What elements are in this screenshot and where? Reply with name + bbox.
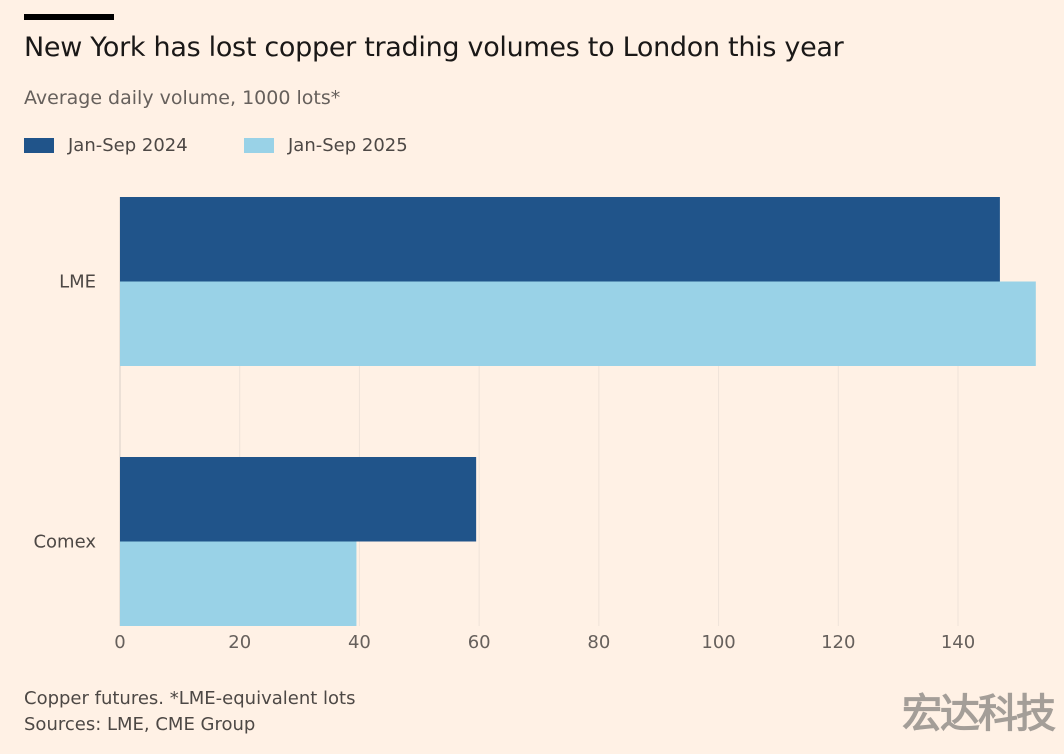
chart-source: Sources: LME, CME Group bbox=[24, 714, 256, 735]
bar-comex-2024 bbox=[120, 457, 477, 542]
bar-comex-2025 bbox=[120, 541, 357, 626]
brand-bar bbox=[24, 14, 114, 20]
legend-label: Jan-Sep 2025 bbox=[288, 135, 408, 156]
x-tick-label: 40 bbox=[348, 632, 371, 653]
bar-lme-2024 bbox=[120, 197, 1000, 282]
chart-title: New York has lost copper trading volumes… bbox=[24, 32, 844, 63]
chart-subtitle: Average daily volume, 1000 lots* bbox=[24, 87, 341, 109]
chart-note: Copper futures. *LME-equivalent lots bbox=[24, 688, 356, 709]
x-tick-label: 0 bbox=[114, 632, 125, 653]
category-label: Comex bbox=[33, 532, 96, 553]
legend-swatch bbox=[24, 138, 54, 153]
x-tick-label: 100 bbox=[701, 632, 735, 653]
x-tick-label: 120 bbox=[821, 632, 855, 653]
bar-lme-2025 bbox=[120, 281, 1036, 366]
legend-swatch bbox=[244, 138, 274, 153]
x-tick-label: 20 bbox=[228, 632, 251, 653]
legend-item-2024: Jan-Sep 2024 bbox=[24, 135, 188, 156]
x-tick-label: 60 bbox=[468, 632, 491, 653]
legend-item-2025: Jan-Sep 2025 bbox=[244, 135, 408, 156]
legend-label: Jan-Sep 2024 bbox=[68, 135, 188, 156]
category-label: LME bbox=[59, 272, 96, 293]
x-tick-label: 80 bbox=[587, 632, 610, 653]
watermark-logo: 宏达科技 bbox=[902, 691, 1056, 737]
x-tick-label: 140 bbox=[941, 632, 975, 653]
